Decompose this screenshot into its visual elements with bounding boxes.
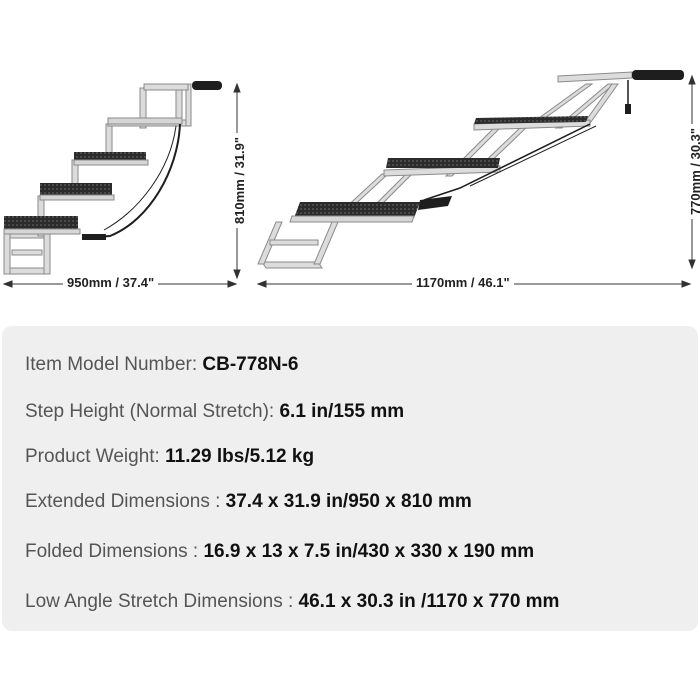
spec-value: 46.1 x 30.3 in /1170 x 770 mm [298, 591, 560, 612]
spec-value: 11.29 lbs/5.12 kg [165, 446, 315, 467]
spec-label: Extended Dimensions : [25, 491, 226, 512]
ramp-height-label: 770mm / 30.3" [688, 123, 700, 220]
spec-label: Folded Dimensions : [25, 541, 204, 562]
spec-product-weight: Product Weight: 11.29 lbs/5.12 kg [25, 446, 314, 468]
spec-label: Item Model Number: [25, 354, 203, 375]
spec-label: Low Angle Stretch Dimensions : [25, 591, 299, 612]
spec-value: 6.1 in/155 mm [279, 401, 405, 422]
spec-label: Step Height (Normal Stretch): [25, 401, 280, 422]
stairs-height-label: 810mm / 31.9" [232, 132, 248, 229]
spec-folded-dimensions: Folded Dimensions : 16.9 x 13 x 7.5 in/4… [25, 541, 534, 563]
spec-value: 37.4 x 31.9 in/950 x 810 mm [225, 491, 472, 512]
stairs-diagram [2, 70, 696, 288]
spec-value: 16.9 x 13 x 7.5 in/430 x 330 x 190 mm [203, 541, 535, 562]
spec-low-angle-dimensions: Low Angle Stretch Dimensions : 46.1 x 30… [25, 591, 559, 613]
ramp-treads [289, 70, 684, 223]
ramp-width-label: 1170mm / 46.1" [412, 275, 514, 290]
ramp-configuration [257, 71, 633, 269]
product-illustration: 950mm / 37.4" 810mm / 31.9" 1170mm / 46.… [0, 0, 700, 300]
spec-label: Product Weight: [25, 446, 166, 467]
dimension-lines-left [2, 82, 241, 288]
spec-step-height: Step Height (Normal Stretch): 6.1 in/155… [25, 401, 404, 423]
spec-panel: Item Model Number: CB-778N-6 Step Height… [2, 326, 698, 631]
stairs-width-label: 950mm / 37.4" [63, 275, 159, 290]
step-treads-left [3, 81, 222, 240]
spec-extended-dimensions: Extended Dimensions : 37.4 x 31.9 in/950… [25, 491, 472, 513]
spec-value: CB-778N-6 [202, 354, 299, 375]
spec-model-number: Item Model Number: CB-778N-6 [25, 354, 299, 376]
step-configuration [3, 83, 192, 275]
